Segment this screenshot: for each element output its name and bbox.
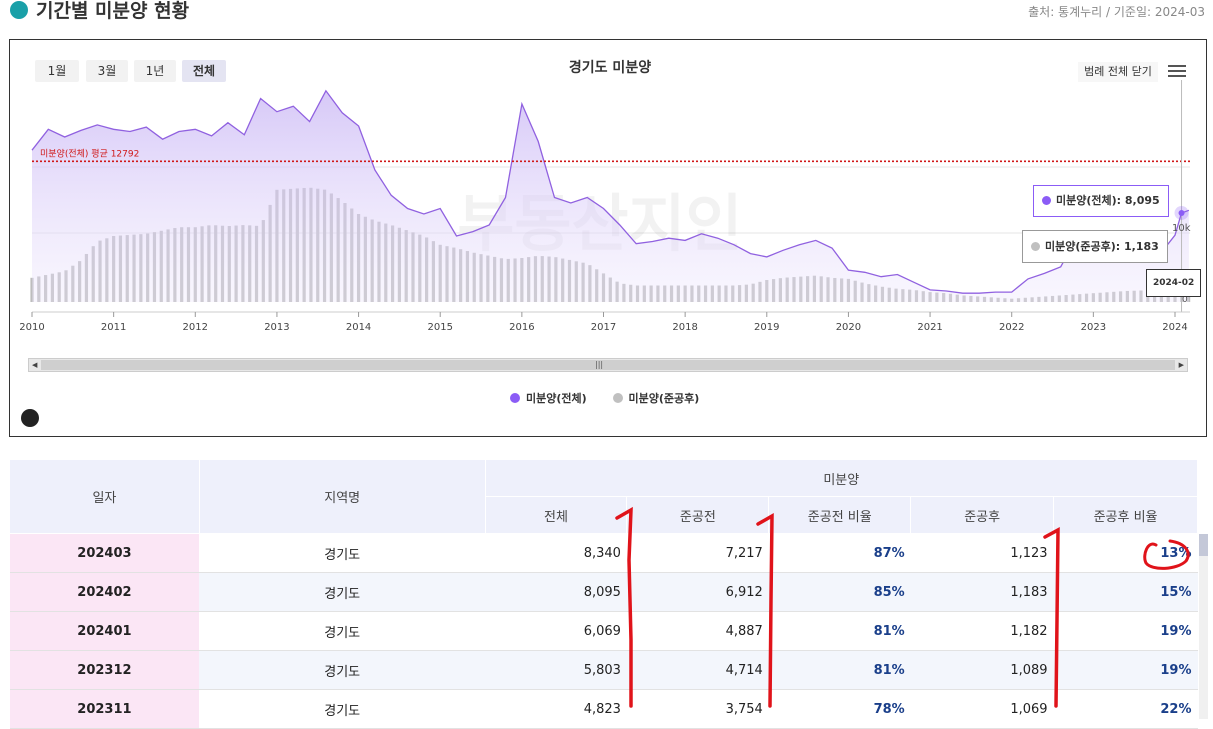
tooltip-total-dot-icon bbox=[1042, 196, 1051, 205]
x-tick-label: 2014 bbox=[346, 322, 371, 333]
chart-range-scrollbar[interactable]: ◀ ||| ▶ bbox=[28, 358, 1188, 372]
range-button-3m[interactable]: 3월 bbox=[86, 60, 128, 82]
chart-title: 경기도 미분양 bbox=[568, 60, 652, 76]
range-button-all[interactable]: 전체 bbox=[182, 60, 226, 82]
table-scrollbar-thumb[interactable] bbox=[1199, 534, 1208, 556]
table-row[interactable]: 202311 경기도 4,823 3,754 78% 1,069 22% bbox=[9, 689, 1198, 729]
table-row[interactable]: 202401 경기도 6,069 4,887 81% 1,182 19% bbox=[9, 611, 1198, 651]
home-logo-icon bbox=[10, 1, 28, 19]
scrollbar-grip-icon[interactable]: ||| bbox=[595, 360, 604, 369]
x-tick-label: 2010 bbox=[19, 322, 44, 333]
x-tick-label: 2011 bbox=[101, 322, 126, 333]
tooltip-completed-dot-icon bbox=[1031, 242, 1040, 251]
scroll-right-arrow-icon[interactable]: ▶ bbox=[1178, 361, 1184, 369]
x-tick-label: 2023 bbox=[1081, 322, 1106, 333]
x-tick-label: 2013 bbox=[264, 322, 289, 333]
site-home-icon[interactable] bbox=[21, 409, 39, 427]
header-region[interactable]: 지역명 bbox=[198, 459, 486, 534]
data-table: 일자 지역명 미분양 전체 준공전 준공전 비율 준공후 준공후 비율 2024… bbox=[9, 459, 1199, 729]
total-series-line bbox=[31, 89, 1190, 294]
chart-legend: 미분양(전체) 미분양(준공후) bbox=[510, 390, 721, 406]
x-tick-label: 2017 bbox=[591, 322, 616, 333]
source-text: 출처: 통계누리 / 기준일: 2024-03 bbox=[1028, 5, 1205, 19]
tooltip-total-text: 미분양(전체): 8,095 bbox=[1056, 194, 1160, 207]
page-header: 기간별 미분양 현황 출처: 통계누리 / 기준일: 2024-03 bbox=[0, 0, 1213, 30]
tooltip-completed-text: 미분양(준공후): 1,183 bbox=[1045, 240, 1159, 253]
table-row[interactable]: 202403 경기도 8,340 7,217 87% 1,123 13% bbox=[9, 533, 1198, 573]
header-total[interactable]: 전체 bbox=[484, 496, 628, 534]
x-tick-label: 2024 bbox=[1162, 322, 1187, 333]
x-tick-label: 2012 bbox=[183, 322, 208, 333]
range-button-1y[interactable]: 1년 bbox=[134, 60, 176, 82]
average-line-label: 미분양(전체) 평균 12792 bbox=[40, 148, 139, 159]
range-button-1m[interactable]: 1월 bbox=[35, 60, 79, 82]
scrollbar-thumb[interactable] bbox=[41, 360, 1175, 370]
x-tick-label: 2016 bbox=[509, 322, 534, 333]
scroll-left-arrow-icon[interactable]: ◀ bbox=[32, 361, 38, 369]
table-row[interactable]: 202402 경기도 8,095 6,912 85% 1,183 15% bbox=[9, 572, 1198, 612]
legend-close-all-button[interactable]: 범례 전체 닫기 bbox=[1078, 62, 1158, 82]
header-after-ratio[interactable]: 준공후 비율 bbox=[1053, 496, 1198, 534]
x-tick-label: 2021 bbox=[917, 322, 942, 333]
chart-svg: 부동산지인 미분양(전체) 평균 12792 20102011201220132… bbox=[19, 80, 1191, 333]
x-tick-label: 2018 bbox=[672, 322, 697, 333]
tooltip-total: 미분양(전체): 8,095 bbox=[1033, 185, 1169, 217]
tooltip-completed: 미분양(준공후): 1,183 bbox=[1022, 230, 1168, 263]
chart-panel: 1월 3월 1년 전체 경기도 미분양 범례 전체 닫기 부동산지인 미분양(전… bbox=[9, 39, 1207, 437]
header-after[interactable]: 준공후 bbox=[910, 496, 1055, 534]
hover-point-total-dot bbox=[1178, 209, 1185, 216]
x-tick-label: 2020 bbox=[836, 322, 861, 333]
header-unsold-group: 미분양 bbox=[484, 459, 1199, 497]
hamburger-menu-icon[interactable] bbox=[1168, 65, 1186, 79]
table-row[interactable]: 202312 경기도 5,803 4,714 81% 1,089 19% bbox=[9, 650, 1198, 690]
legend-item-total[interactable]: 미분양(전체) bbox=[510, 392, 587, 405]
total-area bbox=[32, 90, 1189, 302]
legend-item-completed[interactable]: 미분양(준공후) bbox=[612, 392, 699, 405]
table-scrollbar[interactable] bbox=[1199, 534, 1208, 719]
y-label-10k: 10k bbox=[1172, 223, 1191, 234]
legend-total-dot-icon bbox=[510, 393, 520, 403]
x-tick-label: 2019 bbox=[754, 322, 779, 333]
x-tick-label: 2022 bbox=[999, 322, 1024, 333]
legend-completed-dot-icon bbox=[612, 393, 623, 403]
header-before[interactable]: 준공전 bbox=[626, 496, 770, 534]
header-date[interactable]: 일자 bbox=[9, 459, 200, 534]
x-tick-label: 2015 bbox=[427, 322, 452, 333]
header-before-ratio[interactable]: 준공전 비율 bbox=[768, 496, 912, 534]
tooltip-date: 2024-02 bbox=[1146, 269, 1202, 297]
y-label-0: 0 bbox=[1182, 295, 1188, 305]
page-title: 기간별 미분양 현황 bbox=[36, 0, 190, 22]
